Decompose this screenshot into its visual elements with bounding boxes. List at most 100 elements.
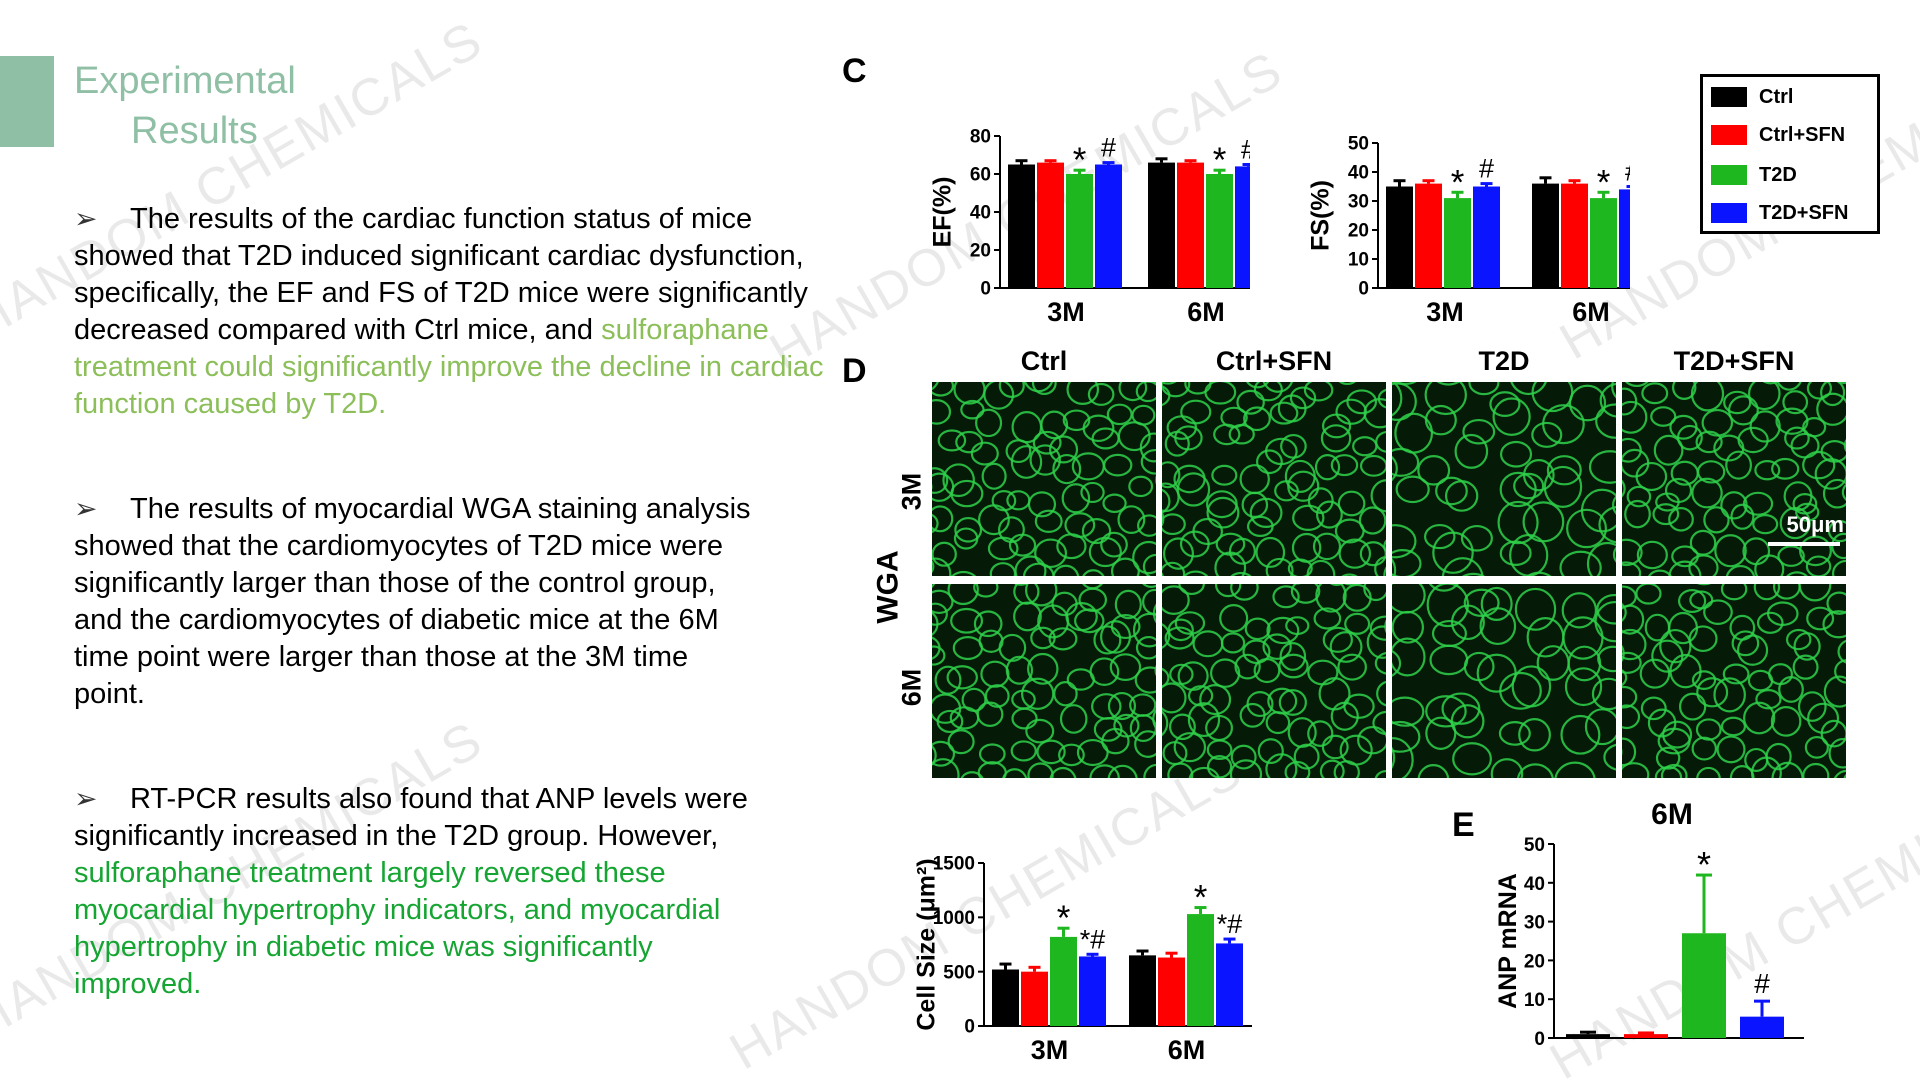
cell-membrane: [1660, 630, 1690, 662]
cell-membrane: [1743, 538, 1769, 564]
cell-membrane: [1569, 647, 1600, 681]
cell-membrane: [1292, 584, 1319, 603]
paragraph-cardiac-function: ➢The results of the cardiac function sta…: [74, 200, 854, 423]
bar: [1561, 184, 1588, 288]
cell-membrane: [1693, 738, 1716, 760]
legend-swatch: [1711, 87, 1747, 107]
cell-membrane: [1636, 584, 1660, 604]
x-tick-label: 3M: [1031, 1035, 1069, 1065]
bar: [992, 969, 1019, 1026]
cell-membrane: [949, 730, 974, 753]
cell-membrane: [1054, 682, 1076, 705]
significance-marker: *: [1697, 844, 1711, 885]
cell-membrane: [948, 666, 977, 688]
cell-membrane: [983, 464, 1006, 489]
legend-label: T2D: [1759, 164, 1797, 187]
cell-membrane: [1528, 618, 1564, 656]
cell-membrane: [1777, 382, 1802, 390]
cell-membrane: [1392, 639, 1425, 676]
cell-membrane: [1501, 542, 1531, 565]
wga-column-header: Ctrl+SFN: [1162, 346, 1386, 377]
cell-membrane: [1680, 694, 1705, 720]
cell-membrane: [1492, 759, 1522, 778]
cell-membrane: [1739, 428, 1768, 452]
panel-label-d: D: [842, 352, 867, 391]
wga-row-label-6m: 6M: [896, 669, 927, 707]
paragraph-text: The results of myocardial WGA staining a…: [74, 493, 751, 710]
legend-swatch: [1711, 203, 1747, 223]
cell-membrane: [1162, 514, 1185, 534]
cell-membrane: [1622, 450, 1648, 477]
cell-membrane: [1691, 531, 1715, 555]
cell-membrane: [1026, 720, 1053, 742]
significance-marker: #: [1101, 133, 1116, 163]
bar: [1079, 956, 1106, 1026]
panel-label-e: E: [1452, 806, 1475, 845]
cell-membrane: [1073, 453, 1104, 479]
cell-membrane: [1426, 406, 1456, 434]
cell-membrane: [1376, 771, 1386, 778]
cell-membrane: [1431, 646, 1468, 674]
cell-membrane: [1482, 588, 1512, 620]
cell-membrane: [1807, 608, 1833, 630]
cell-membrane: [1519, 719, 1550, 750]
cell-membrane: [1622, 763, 1648, 778]
cell-membrane: [1604, 744, 1616, 770]
legend-label: Ctrl+SFN: [1759, 124, 1845, 147]
cell-membrane: [972, 443, 998, 465]
paragraph-highlight: sulforaphane treatment largely reversed …: [74, 857, 720, 1000]
significance-marker: *: [1597, 163, 1611, 202]
cell-membrane: [1336, 382, 1358, 384]
cell-membrane: [954, 637, 982, 659]
y-tick-label: 30: [1524, 913, 1545, 934]
cell-membrane: [1007, 491, 1029, 509]
cell-membrane: [1433, 533, 1472, 573]
cell-membrane: [1092, 694, 1120, 718]
cell-membrane: [1692, 382, 1723, 410]
bar: [1532, 184, 1559, 288]
bar: [1095, 165, 1122, 289]
cell-membrane: [1785, 572, 1810, 576]
cell-membrane: [1419, 765, 1449, 778]
cell-membrane: [1808, 382, 1831, 399]
cell-membrane: [1322, 425, 1350, 451]
cell-membrane: [978, 703, 1003, 726]
legend-item: T2D+SFN: [1711, 199, 1848, 227]
x-tick-label: 6M: [1168, 1035, 1206, 1065]
cell-membrane: [1028, 763, 1052, 778]
cell-membrane: [1501, 442, 1531, 466]
cell-membrane: [1205, 382, 1235, 403]
cell-membrane: [1013, 412, 1041, 442]
cell-membrane: [1769, 664, 1792, 684]
cell-membrane: [1308, 661, 1337, 685]
cell-membrane: [1305, 382, 1332, 400]
cell-membrane: [1469, 382, 1498, 394]
cell-membrane: [1377, 682, 1386, 706]
cell-membrane: [1101, 533, 1127, 557]
legend-item: Ctrl: [1711, 83, 1793, 111]
bar: [1008, 165, 1035, 289]
bar: [1682, 933, 1726, 1038]
cell-membrane: [1267, 712, 1289, 733]
bar: [1216, 943, 1243, 1026]
cell-membrane: [991, 563, 1015, 576]
cell-membrane: [1646, 615, 1669, 641]
cell-membrane: [1622, 587, 1636, 607]
cell-membrane: [1091, 658, 1119, 684]
cell-membrane: [1228, 573, 1254, 576]
cell-membrane: [1138, 515, 1156, 535]
bar: [1415, 184, 1442, 288]
cell-membrane: [1516, 589, 1555, 630]
cell-membrane: [1140, 584, 1156, 587]
cell-membrane: [1622, 687, 1636, 707]
y-tick-label: 500: [943, 962, 975, 983]
y-tick-label: 0: [964, 1017, 975, 1038]
significance-marker: #: [1625, 157, 1630, 187]
bar: [1235, 166, 1250, 288]
wga-image-ctrl-3m: [932, 382, 1156, 576]
cell-membrane: [1120, 382, 1147, 400]
cell-membrane: [1392, 382, 1401, 418]
cell-membrane: [1654, 504, 1679, 524]
panel-label-c: C: [842, 52, 867, 91]
